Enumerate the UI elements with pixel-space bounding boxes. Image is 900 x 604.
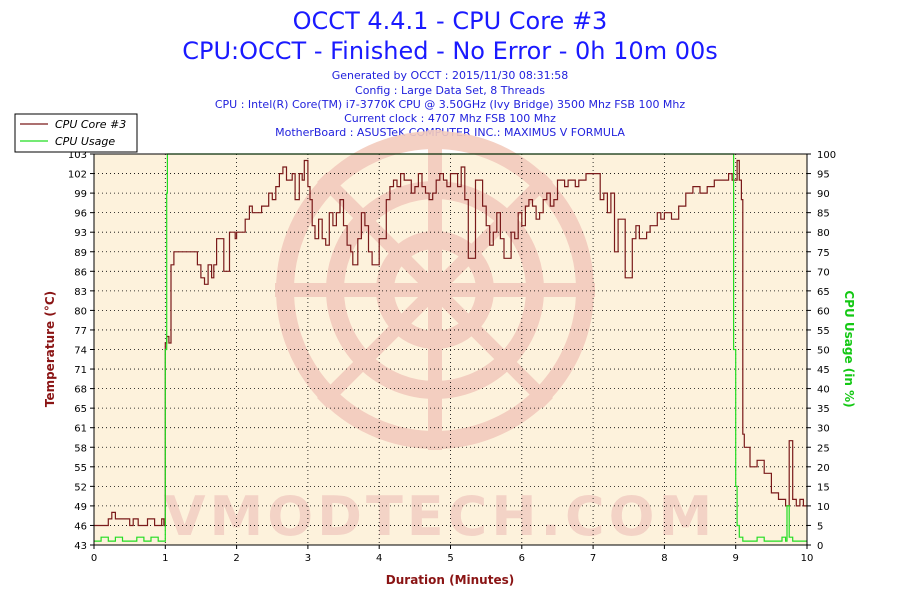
info-generated: Generated by OCCT : 2015/11/30 08:31:58 — [332, 69, 569, 82]
y-right-tick-label: 95 — [817, 170, 830, 181]
x-tick-label: 6 — [519, 553, 525, 564]
y-left-tick-label: 103 — [68, 150, 87, 161]
x-tick-label: 8 — [661, 553, 667, 564]
y-left-tick-label: 83 — [74, 287, 87, 298]
series-line-cpu-usage — [94, 153, 807, 542]
y-right-tick-label: 15 — [817, 482, 830, 493]
x-tick-label: 9 — [733, 553, 739, 564]
x-tick-label: 10 — [801, 553, 814, 564]
y-right-tick-label: 65 — [817, 287, 830, 298]
y-left-tick-label: 68 — [74, 385, 87, 396]
x-tick-label: 0 — [91, 553, 97, 564]
y-axis-left-label: Temperature (°C) — [43, 291, 57, 407]
y-right-tick-label: 70 — [817, 267, 830, 278]
y-right-tick-label: 10 — [817, 502, 830, 513]
y-right-tick-label: 30 — [817, 424, 830, 435]
y-left-tick-label: 86 — [74, 267, 87, 278]
y-right-tick-label: 5 — [817, 521, 823, 532]
watermark: VMODTECH.COM — [164, 130, 717, 548]
y-right-tick-label: 40 — [817, 385, 830, 396]
y-left-tick-label: 49 — [74, 502, 87, 513]
y-left-tick-label: 46 — [74, 521, 87, 532]
info-clock: Current clock : 4707 Mhz FSB 100 Mhz — [344, 112, 556, 125]
watermark-rays — [275, 130, 595, 450]
y-axis-right-label: CPU Usage (in %) — [842, 290, 856, 407]
y-right-tick-label: 45 — [817, 365, 830, 376]
y-right-tick-label: 55 — [817, 326, 830, 337]
y-left-tick-label: 96 — [74, 209, 87, 220]
series-layer — [94, 153, 807, 542]
y-right-tick-label: 80 — [817, 228, 830, 239]
y-right-tick-label: 0 — [817, 541, 823, 552]
y-left-tick-label: 43 — [74, 541, 87, 552]
y-left-tick-label: 99 — [74, 189, 87, 200]
legend-label-cpu-usage: CPU Usage — [55, 135, 115, 148]
info-config: Config : Large Data Set, 8 Threads — [355, 84, 545, 97]
x-tick-label: 1 — [162, 553, 168, 564]
chart-title-line1: OCCT 4.4.1 - CPU Core #3 — [293, 7, 608, 35]
y-left-tick-label: 89 — [74, 248, 87, 259]
y-right-tick-label: 75 — [817, 248, 830, 259]
x-tick-label: 4 — [376, 553, 382, 564]
watermark-text: VMODTECH.COM — [164, 485, 717, 548]
y-left-tick-label: 80 — [74, 306, 87, 317]
y-left-tick-label: 55 — [74, 463, 87, 474]
plot-frame — [93, 153, 808, 546]
y-right-tick-label: 35 — [817, 404, 830, 415]
y-left-tick-label: 102 — [68, 170, 87, 181]
chart-title-line2: CPU:OCCT - Finished - No Error - 0h 10m … — [182, 37, 718, 65]
y-left-tick-label: 74 — [74, 346, 87, 357]
y-right-tick-label: 90 — [817, 189, 830, 200]
x-tick-label: 2 — [233, 553, 239, 564]
x-axis-label: Duration (Minutes) — [386, 573, 514, 587]
y-left-tick-label: 61 — [74, 424, 87, 435]
x-tick-label: 3 — [305, 553, 311, 564]
info-cpu: CPU : Intel(R) Core(TM) i7-3770K CPU @ 3… — [215, 98, 686, 111]
tick-layer: 0 1 2 3 4 5 6 7 8 9 104346495255586165687174778083… — [68, 150, 836, 564]
legend-label-temperature: CPU Core #3 — [55, 118, 126, 131]
y-left-tick-label: 58 — [74, 443, 87, 454]
y-left-tick-label: 93 — [74, 228, 87, 239]
y-right-tick-label: 85 — [817, 209, 830, 220]
y-left-tick-label: 71 — [74, 365, 87, 376]
legend: CPU Core #3 CPU Usage — [14, 113, 138, 153]
x-tick-label: 7 — [590, 553, 596, 564]
y-right-tick-label: 20 — [817, 463, 830, 474]
x-tick-label: 5 — [447, 553, 453, 564]
y-right-tick-label: 60 — [817, 306, 830, 317]
y-left-tick-label: 52 — [74, 482, 87, 493]
y-right-tick-label: 50 — [817, 346, 830, 357]
y-left-tick-label: 77 — [74, 326, 87, 337]
y-right-tick-label: 25 — [817, 443, 830, 454]
y-left-tick-label: 65 — [74, 404, 87, 415]
legend-box — [14, 113, 138, 153]
series-line-temperature — [94, 159, 807, 527]
y-right-tick-label: 100 — [817, 150, 836, 161]
